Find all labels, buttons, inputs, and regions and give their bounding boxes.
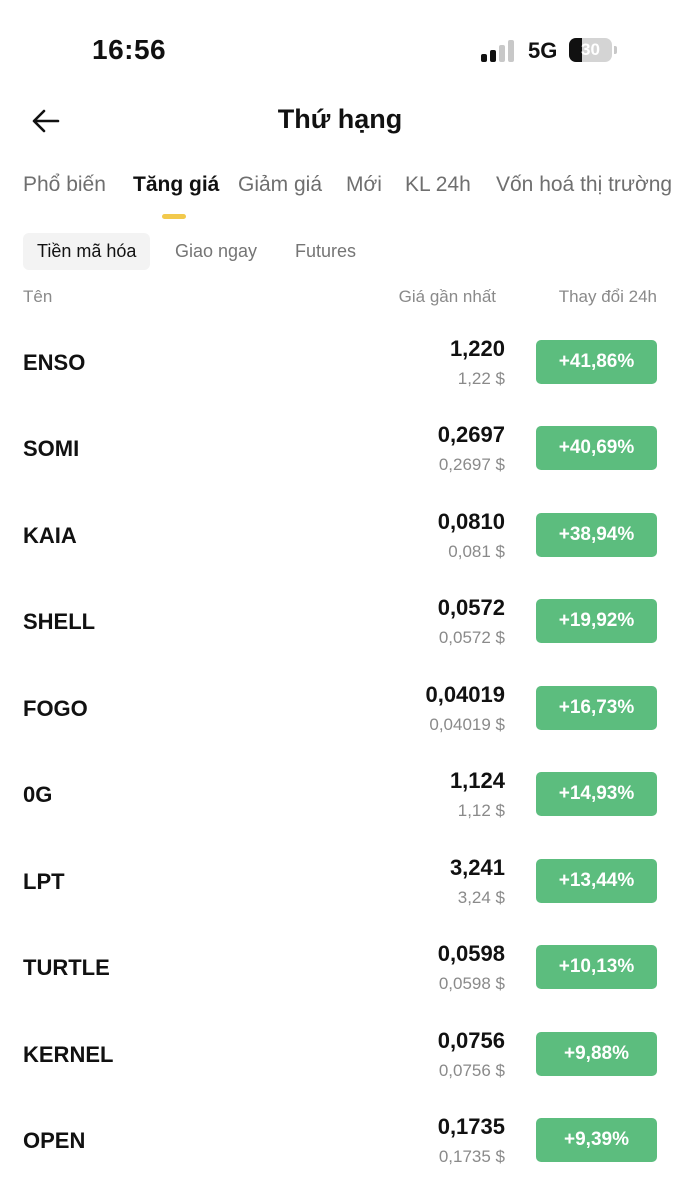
last-price: 3,241: [449, 855, 505, 880]
page-title: Thứ hạng: [277, 104, 403, 134]
change-24h-badge[interactable]: +9,88%: [536, 1032, 657, 1076]
arrow-left-icon: [32, 109, 60, 133]
last-price: 0,2697: [437, 422, 505, 447]
change-24h-badge[interactable]: +10,13%: [536, 945, 657, 989]
usd-price: 0,0572 $: [438, 628, 505, 647]
change-24h-badge[interactable]: +9,39%: [536, 1118, 657, 1162]
back-button[interactable]: [26, 104, 66, 138]
usd-price: 0,0598 $: [438, 974, 505, 993]
usd-price: 1,22 $: [457, 369, 505, 388]
last-price: 0,1735: [437, 1114, 505, 1139]
coin-symbol: SHELL: [23, 609, 96, 634]
table-row[interactable]: SHELL 0,0572 0,0572 $ +19,92%: [0, 579, 680, 665]
change-24h-badge[interactable]: +38,94%: [536, 513, 657, 557]
last-price: 0,0756: [437, 1028, 505, 1053]
coin-symbol: SOMI: [23, 436, 80, 461]
table-row[interactable]: OPEN 0,1735 0,1735 $ +9,39%: [0, 1098, 680, 1184]
main-tabs: Phổ biến Tăng giá Giảm giá Mới KL 24h Vố…: [0, 173, 680, 223]
coin-symbol: KERNEL: [23, 1042, 114, 1067]
usd-price: 0,2697 $: [438, 455, 505, 474]
coin-symbol: TURTLE: [23, 955, 110, 980]
cellular-signal-icon: [481, 38, 521, 62]
usd-price: 3,24 $: [457, 888, 505, 907]
change-24h-badge[interactable]: +13,44%: [536, 859, 657, 903]
tab-new[interactable]: Mới: [346, 173, 382, 196]
tab-gainers[interactable]: Tăng giá: [133, 173, 220, 196]
table-row[interactable]: FOGO 0,04019 0,04019 $ +16,73%: [0, 666, 680, 752]
tab-market-cap[interactable]: Vốn hoá thị trường: [496, 173, 673, 196]
table-row[interactable]: 0G 1,124 1,12 $ +14,93%: [0, 752, 680, 838]
usd-price: 0,04019 $: [429, 715, 505, 734]
tab-popular[interactable]: Phổ biến: [23, 173, 106, 196]
table-row[interactable]: TURTLE 0,0598 0,0598 $ +10,13%: [0, 925, 680, 1011]
coin-symbol: KAIA: [23, 523, 77, 548]
battery-level: 30: [581, 40, 600, 59]
column-header-change-24h[interactable]: Thay đổi 24h: [558, 287, 657, 306]
column-header-last-price[interactable]: Giá gần nhất: [398, 287, 496, 306]
usd-price: 0,0756 $: [438, 1061, 505, 1080]
status-bar: 16:56 5G 30: [0, 0, 680, 100]
subtab-futures[interactable]: Futures: [295, 241, 357, 261]
coin-symbol: FOGO: [23, 696, 88, 721]
coin-symbol: ENSO: [23, 350, 86, 375]
last-price: 0,0598: [437, 941, 505, 966]
last-price: 0,04019: [425, 682, 505, 707]
coin-symbol: LPT: [23, 869, 65, 894]
table-row[interactable]: KERNEL 0,0756 0,0756 $ +9,88%: [0, 1012, 680, 1098]
battery-icon: 30: [569, 38, 617, 62]
tab-losers[interactable]: Giảm giá: [238, 173, 323, 196]
table-row[interactable]: ENSO 1,220 1,22 $ +41,86%: [0, 320, 680, 406]
change-24h-badge[interactable]: +41,86%: [536, 340, 657, 384]
last-price: 0,0810: [437, 509, 505, 534]
last-price: 1,220: [449, 336, 505, 361]
subtab-crypto[interactable]: Tiền mã hóa: [23, 233, 151, 270]
active-tab-indicator: [162, 214, 186, 219]
change-24h-badge[interactable]: +19,92%: [536, 599, 657, 643]
last-price: 1,124: [449, 768, 505, 793]
subtab-spot[interactable]: Giao ngay: [175, 241, 258, 261]
column-header-name: Tên: [23, 287, 53, 306]
table-row[interactable]: SOMI 0,2697 0,2697 $ +40,69%: [0, 406, 680, 492]
coin-symbol: 0G: [23, 782, 53, 807]
change-24h-badge[interactable]: +40,69%: [536, 426, 657, 470]
change-24h-badge[interactable]: +16,73%: [536, 686, 657, 730]
sub-tabs: Tiền mã hóa Giao ngay Futures: [0, 233, 680, 271]
last-price: 0,0572: [437, 595, 505, 620]
table-row[interactable]: KAIA 0,0810 0,081 $ +38,94%: [0, 493, 680, 579]
usd-price: 1,12 $: [457, 801, 505, 820]
table-row[interactable]: LPT 3,241 3,24 $ +13,44%: [0, 839, 680, 925]
coin-symbol: OPEN: [23, 1128, 86, 1153]
network-type: 5G: [528, 38, 558, 63]
tab-volume-24h[interactable]: KL 24h: [405, 173, 471, 196]
usd-price: 0,081 $: [448, 542, 505, 561]
usd-price: 0,1735 $: [438, 1147, 505, 1166]
change-24h-badge[interactable]: +14,93%: [536, 772, 657, 816]
status-time: 16:56: [92, 34, 167, 65]
